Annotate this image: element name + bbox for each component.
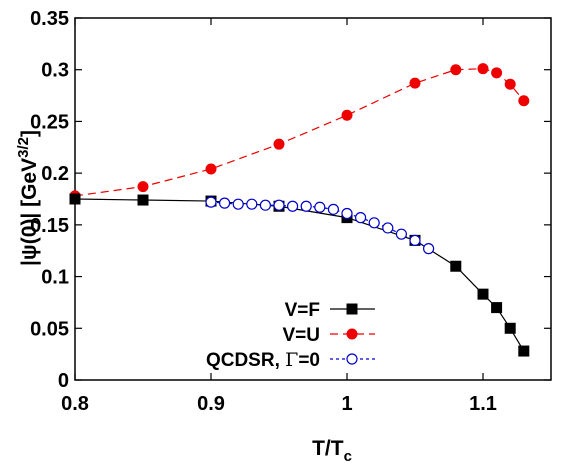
series-line [74, 68, 525, 197]
data-point [341, 207, 353, 220]
legend-samples [330, 303, 375, 365]
data-point [273, 138, 285, 150]
data-point [518, 95, 530, 107]
y-tick-label: 0.2 [41, 163, 69, 185]
data-point [504, 78, 516, 90]
data-point [382, 222, 394, 234]
series-2 [205, 196, 435, 255]
legend-label-qcdsr: QCDSR, Γ=0 [206, 349, 320, 371]
data-point [205, 163, 217, 175]
data-point [395, 228, 407, 240]
data-point [409, 234, 421, 246]
data-point [477, 63, 489, 75]
y-tick-label: 0.15 [30, 215, 69, 237]
data-point [409, 77, 421, 89]
data-point [423, 243, 435, 255]
data-point [259, 199, 271, 211]
data-point [246, 198, 258, 210]
y-tick-label: 0 [58, 370, 69, 392]
y-axis-title: |ψ(0)| [GeV3/2] [15, 130, 41, 266]
legend: V=F V=U QCDSR, Γ=0 [206, 300, 375, 371]
data-point [219, 197, 231, 209]
y-tick-label: 0.1 [41, 267, 69, 289]
legend-label-v-f: V=F [285, 300, 320, 321]
data-point [137, 194, 149, 206]
data-point [69, 193, 81, 205]
data-point [477, 288, 489, 300]
data-point [300, 200, 312, 212]
y-tick-label: 0.35 [30, 8, 69, 30]
data-point [491, 67, 503, 79]
data-point [368, 217, 380, 229]
data-point [518, 345, 530, 357]
data-point [327, 203, 339, 215]
data-point [205, 196, 217, 208]
data-point [341, 109, 353, 121]
legend-label-v-u: V=U [283, 325, 321, 346]
data-point [314, 201, 326, 213]
legend-marker [346, 353, 358, 365]
x-tick-label: 0.8 [61, 393, 89, 415]
series-1 [69, 63, 530, 202]
y-tick-label: 0.05 [30, 318, 69, 340]
data-point [450, 260, 462, 272]
data-point [491, 302, 503, 314]
x-tick-label: 1.1 [469, 393, 497, 415]
x-axis-title: T/Tc [312, 437, 352, 463]
data-point [355, 212, 367, 224]
legend-marker [346, 328, 358, 340]
x-tick-label: 1 [341, 393, 352, 415]
data-point [232, 198, 244, 210]
x-tick-label: 0.9 [197, 393, 225, 415]
axis-ticks [74, 17, 551, 381]
data-point [504, 322, 516, 334]
data-point [137, 181, 149, 193]
legend-marker [346, 303, 358, 315]
tick-labels: 0.8 0.9 1 1.1 0 0.05 0.1 0.15 0.2 0.25 0.3 0.35 [30, 8, 497, 415]
y-tick-label: 0.3 [41, 60, 69, 82]
data-point [450, 64, 462, 76]
data-point [273, 199, 285, 211]
data-point [287, 200, 299, 212]
series-layer [69, 63, 530, 357]
y-tick-label: 0.25 [30, 111, 69, 133]
